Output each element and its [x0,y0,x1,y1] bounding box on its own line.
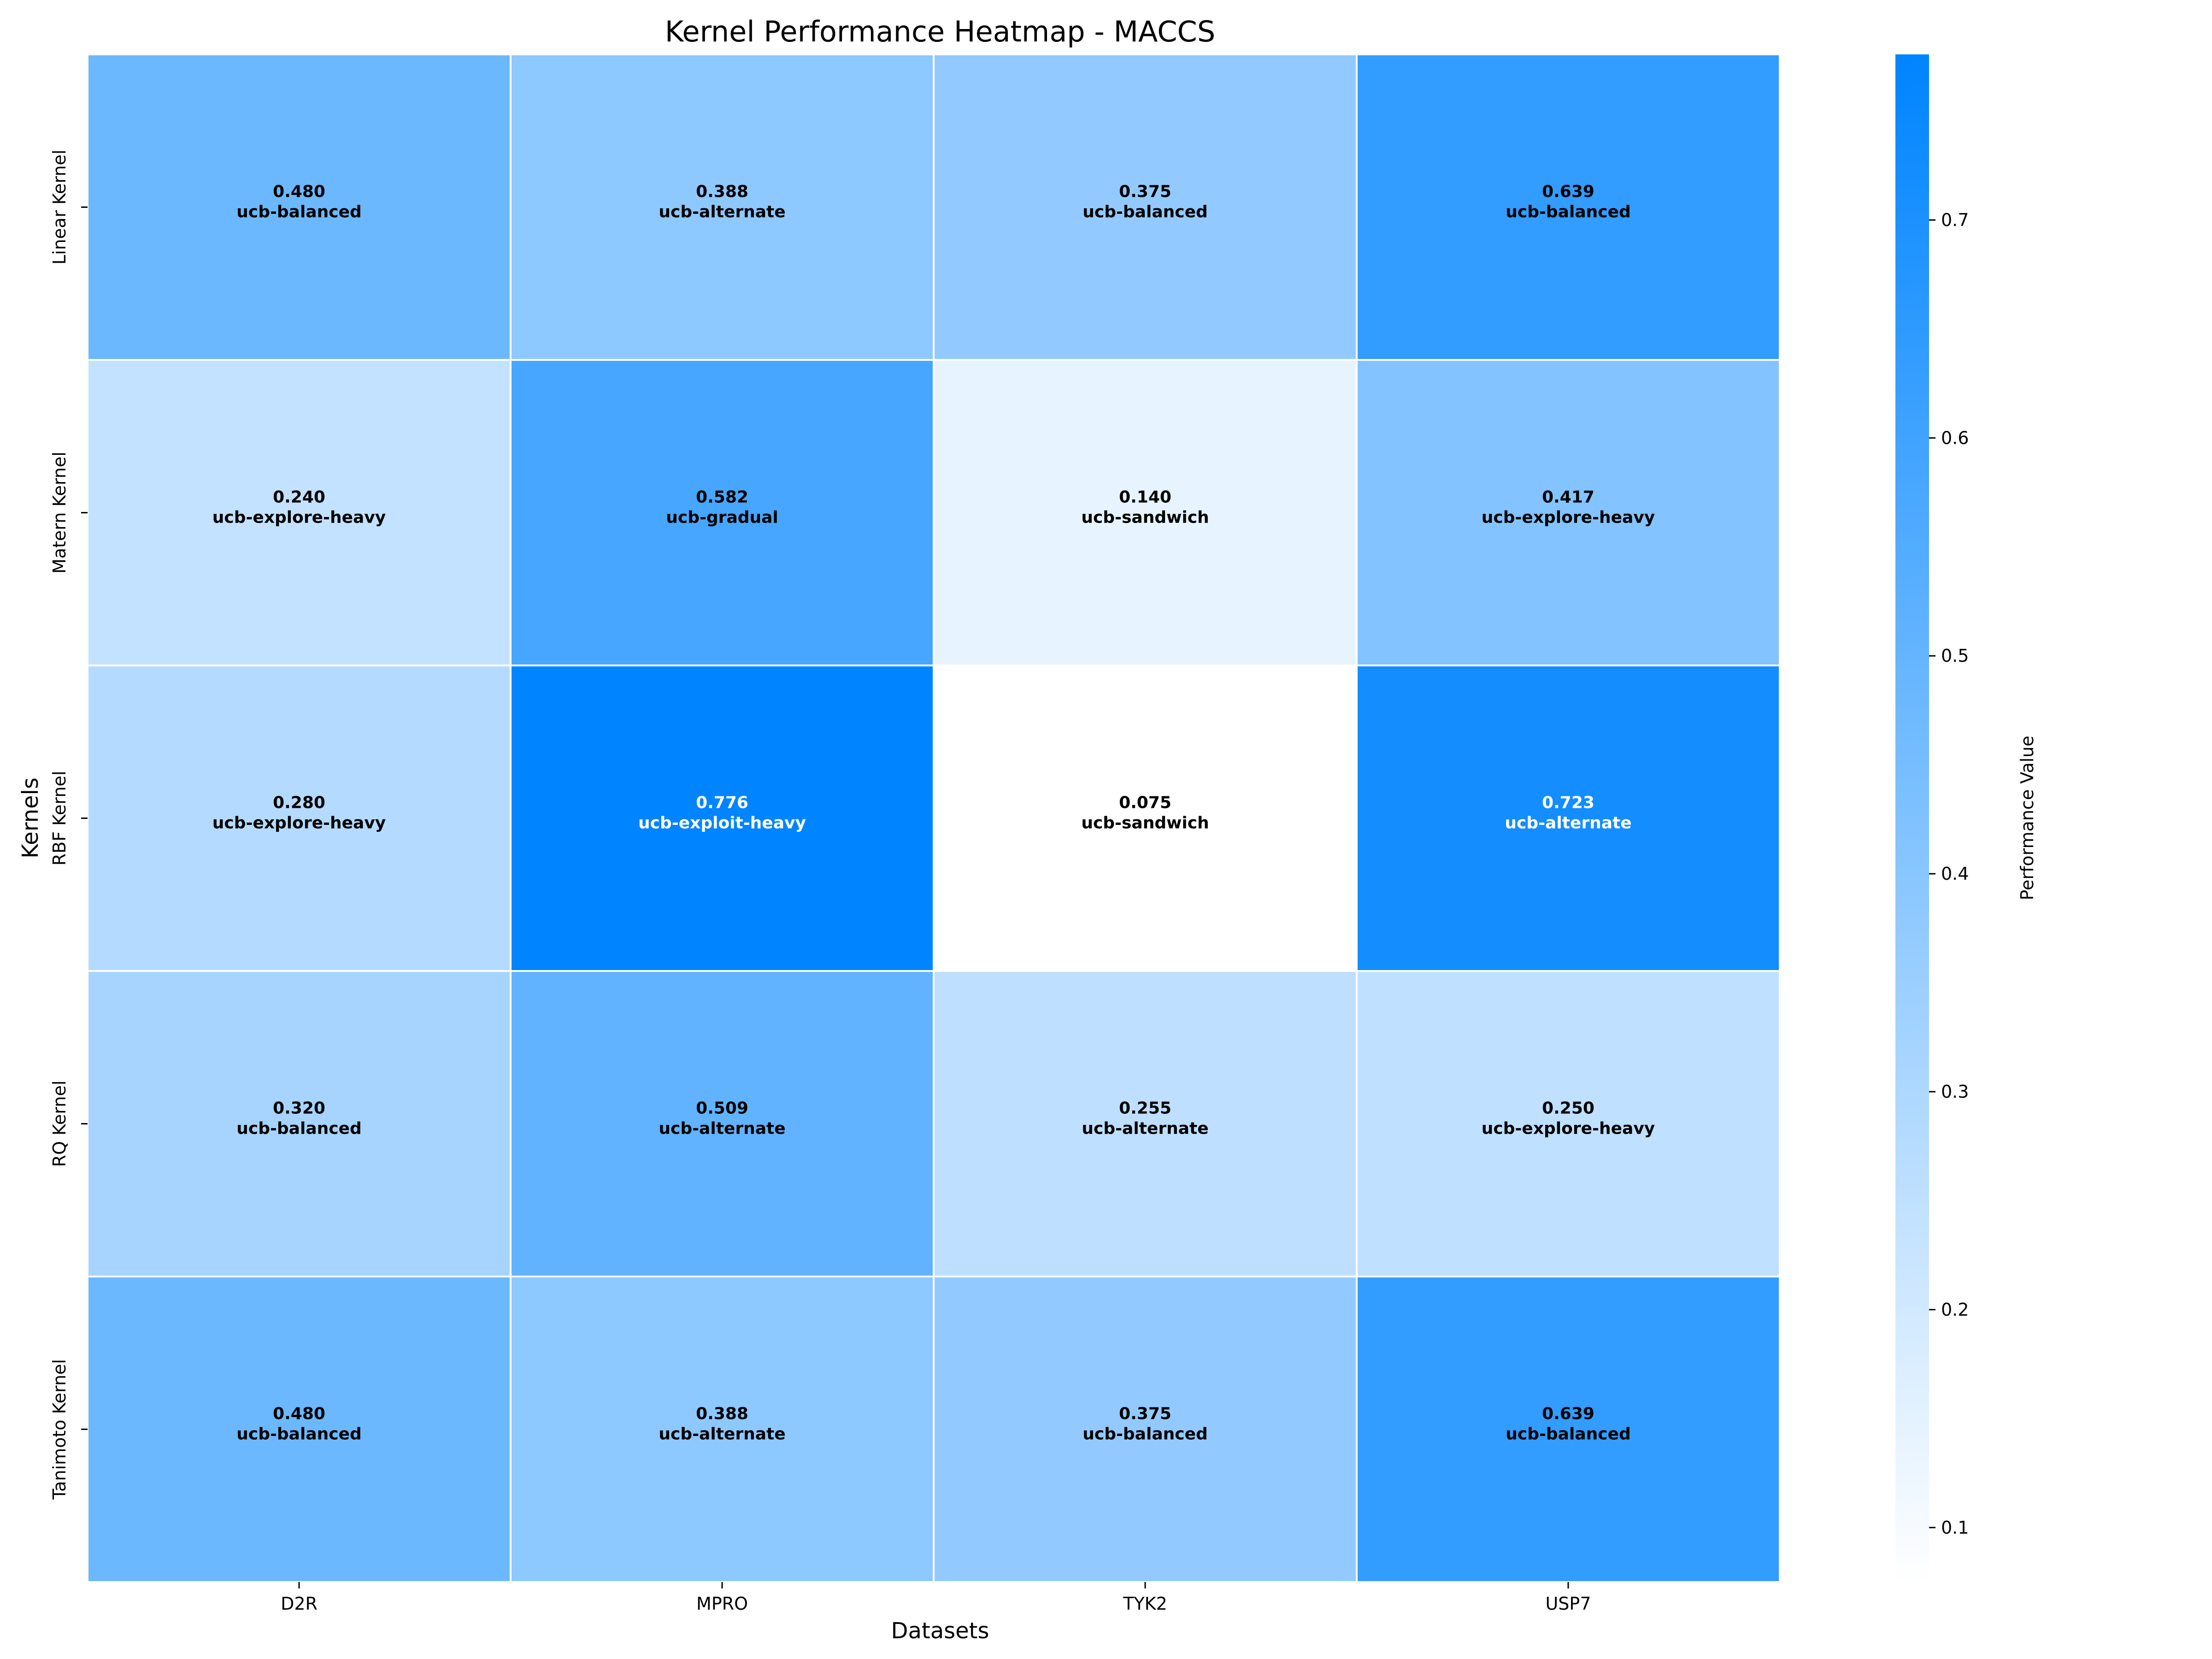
cell-value-label: 0.140 [1119,488,1171,507]
cell-value-label: 0.240 [273,488,325,507]
cell-strategy-label: ucb-alternate [1505,814,1631,833]
x-tick-label: USP7 [1545,1594,1591,1614]
cell-value-label: 0.250 [1542,1099,1594,1118]
cell-strategy-label: ucb-explore-heavy [1482,1119,1655,1138]
cell-strategy-label: ucb-explore-heavy [212,508,386,527]
heatmap-cell [510,53,935,361]
heatmap-cell [1356,359,1781,666]
heatmap-cell [510,970,935,1277]
cell-strategy-label: ucb-alternate [1082,1119,1208,1138]
cell-strategy-label: ucb-balanced [1506,1425,1631,1444]
colorbar-tick-label: 0.5 [1941,646,1969,666]
heatmap-cell [87,1276,512,1583]
cell-value-label: 0.375 [1119,182,1171,201]
colorbar-tick-label: 0.6 [1941,428,1969,448]
cell-strategy-label: ucb-alternate [659,203,785,222]
cell-value-label: 0.509 [696,1099,748,1118]
y-tick-label: Linear Kernel [49,150,70,265]
cell-strategy-label: ucb-explore-heavy [1482,508,1655,527]
colorbar-tick-label: 0.3 [1941,1082,1969,1102]
cell-strategy-label: ucb-balanced [236,203,362,222]
heatmap-cell [510,665,935,972]
chart-title: Kernel Performance Heatmap - MACCS [665,15,1215,48]
cell-value-label: 0.417 [1542,488,1594,507]
heatmap-cell [1356,970,1781,1277]
x-tick-label: D2R [281,1594,318,1614]
heatmap-cell [510,1276,935,1583]
cell-strategy-label: ucb-explore-heavy [212,814,386,833]
heatmap-cell [1356,665,1781,972]
cell-strategy-label: ucb-sandwich [1081,508,1209,527]
cell-strategy-label: ucb-balanced [1506,203,1631,222]
cell-strategy-label: ucb-sandwich [1081,814,1209,833]
heatmap-cell [1356,1276,1781,1583]
colorbar-tick-label: 0.1 [1941,1518,1969,1538]
cell-strategy-label: ucb-alternate [659,1425,785,1444]
cell-strategy-label: ucb-alternate [659,1119,785,1138]
cell-value-label: 0.280 [273,794,325,812]
cell-value-label: 0.480 [273,182,325,201]
cell-strategy-label: ucb-exploit-heavy [638,814,806,833]
cell-value-label: 0.320 [273,1099,325,1118]
y-axis-label: Kernels [18,777,43,859]
heatmap-cell [1356,53,1781,361]
heatmap-cell [933,359,1358,666]
cell-value-label: 0.388 [696,1405,748,1424]
cell-value-label: 0.723 [1542,794,1594,812]
heatmap-cell [933,970,1358,1277]
heatmap-cell [87,53,512,361]
x-tick-label: MPRO [696,1594,748,1614]
colorbar-tick-label: 0.4 [1941,864,1969,884]
y-tick-label: Tanimoto Kernel [49,1359,70,1500]
heatmap-cell [87,359,512,666]
cell-value-label: 0.480 [273,1405,325,1424]
x-axis-label: Datasets [891,1618,989,1644]
heatmap-cell [510,359,935,666]
cell-strategy-label: ucb-balanced [1082,203,1208,222]
y-tick-label: RBF Kernel [49,771,70,866]
cell-value-label: 0.375 [1119,1405,1171,1424]
cell-strategy-label: ucb-balanced [236,1119,362,1138]
y-tick-label: RQ Kernel [49,1081,70,1167]
y-tick-label: Matern Kernel [49,452,70,574]
cell-strategy-label: ucb-balanced [236,1425,362,1444]
heatmap-cell [933,53,1358,361]
colorbar-label: Performance Value [2017,735,2037,900]
y-axis: Linear Kernel Matern Kernel RBF Kernel RQ K… [49,150,88,1500]
heatmap-cell [87,970,512,1277]
cell-value-label: 0.388 [696,182,748,201]
cell-strategy-label: ucb-gradual [666,508,778,527]
cell-value-label: 0.255 [1119,1099,1171,1118]
cell-value-label: 0.582 [696,488,748,507]
colorbar: 0.1 0.2 0.3 0.4 0.5 0.6 0.7 [1895,54,1969,1582]
cell-strategy-label: ucb-balanced [1082,1425,1208,1444]
colorbar-tick-label: 0.2 [1941,1300,1969,1320]
colorbar-tick-label: 0.7 [1941,210,1969,230]
x-axis: D2R MPRO TYK2 USP7 [281,1582,1591,1614]
x-tick-label: TYK2 [1123,1594,1167,1614]
cell-value-label: 0.639 [1542,1405,1594,1424]
heatmap-cell [933,1276,1358,1583]
cell-value-label: 0.075 [1119,794,1171,812]
cell-value-label: 0.776 [696,794,748,812]
cell-value-label: 0.639 [1542,182,1594,201]
colorbar-gradient [1895,54,1929,1582]
heatmap-cells: 0.480ucb-balanced0.388ucb-alternate0.375… [87,53,1781,1583]
